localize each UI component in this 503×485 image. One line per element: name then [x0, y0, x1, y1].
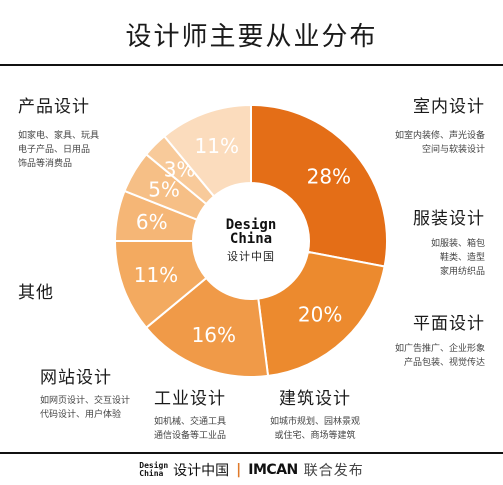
- slice-value-label: 16%: [192, 323, 236, 347]
- annotation-web-design: 网站设计 如网页设计、交互设计 代码设计、用户体验: [40, 363, 130, 422]
- footer-logo-line2: China: [139, 469, 164, 478]
- footer-brand: 设计中国: [173, 463, 230, 479]
- annotation-desc: 饰品等消费品: [18, 159, 73, 169]
- center-logo-line1: Design: [225, 217, 277, 233]
- slice-value-label: 11%: [195, 134, 239, 158]
- annotation-desc: 如服装、箱包: [430, 239, 485, 249]
- footer-logo-line1: Design: [139, 461, 169, 470]
- annotation-desc: 或住宅、商场等建筑: [274, 431, 356, 441]
- annotation-desc: 电子产品、日用品: [18, 145, 91, 155]
- annotation-desc: 产品包装、视觉传达: [403, 358, 485, 368]
- annotation-industrial-design: 工业设计 如机械、交通工具 通信设备等工业品: [154, 384, 226, 443]
- donut-slice-1: [250, 103, 388, 268]
- footer-published: 联合发布: [303, 463, 364, 479]
- annotation-interior-design: 室内设计 如室内装修、声光设备 空间与软装设计: [395, 92, 485, 157]
- footer: Design China 设计中国 | IMCAN 联合发布: [0, 458, 503, 482]
- title-divider: [0, 64, 503, 66]
- annotation-desc: 空间与软装设计: [421, 145, 485, 155]
- slice-value-label: 28%: [307, 165, 351, 189]
- slice-value-label: 6%: [136, 210, 168, 234]
- annotation-title: 平面设计: [413, 314, 485, 334]
- annotation-fashion-design: 服装设计 如服装、箱包 鞋类、造型 家用纺织品: [413, 204, 485, 279]
- donut-slice-8: [162, 103, 252, 198]
- footer-separator: |: [236, 462, 242, 478]
- annotation-architecture-design: 建筑设计 如城市规划、园林景观 或住宅、商场等建筑: [250, 384, 380, 443]
- slice-value-label: 5%: [148, 178, 180, 202]
- center-logo: Design China 设计中国: [211, 218, 291, 264]
- page-title: 设计师主要从业分布: [125, 22, 378, 52]
- annotation-title: 网站设计: [40, 368, 112, 388]
- footer-partner-logo: IMCAN: [248, 462, 298, 478]
- annotation-title: 其他: [18, 283, 54, 303]
- annotation-title: 产品设计: [18, 97, 90, 117]
- annotation-graphic-design: 平面设计 如广告推广、企业形象 产品包装、视觉传达: [395, 309, 485, 370]
- footer-logo: Design China: [139, 462, 168, 478]
- annotation-desc: 如广告推广、企业形象: [394, 344, 485, 354]
- donut-slice-2: [257, 250, 386, 378]
- annotation-desc: 如机械、交通工具: [154, 417, 227, 427]
- annotation-other: 其他: [18, 278, 54, 303]
- annotation-desc: 鞋类、造型: [439, 253, 485, 263]
- annotation-title: 建筑设计: [279, 389, 351, 409]
- annotation-desc: 代码设计、用户体验: [40, 410, 122, 420]
- annotation-desc: 家用纺织品: [439, 267, 485, 277]
- annotation-product-design: 产品设计 如家电、家具、玩具 电子产品、日用品 饰品等消费品: [18, 92, 99, 171]
- annotation-desc: 如家电、家具、玩具: [18, 131, 100, 141]
- annotation-title: 服装设计: [413, 209, 485, 229]
- slice-value-label: 11%: [134, 263, 178, 287]
- annotation-desc: 如城市规划、园林景观: [269, 417, 360, 427]
- annotation-desc: 通信设备等工业品: [154, 431, 227, 441]
- annotation-title: 工业设计: [154, 389, 226, 409]
- annotation-desc: 如网页设计、交互设计: [40, 396, 131, 406]
- annotation-desc: 如室内装修、声光设备: [394, 131, 485, 141]
- center-logo-line3: 设计中国: [227, 250, 275, 263]
- center-logo-line2: China: [229, 231, 273, 247]
- annotation-title: 室内设计: [413, 97, 485, 117]
- footer-divider: [0, 452, 503, 454]
- slice-value-label: 20%: [298, 303, 342, 327]
